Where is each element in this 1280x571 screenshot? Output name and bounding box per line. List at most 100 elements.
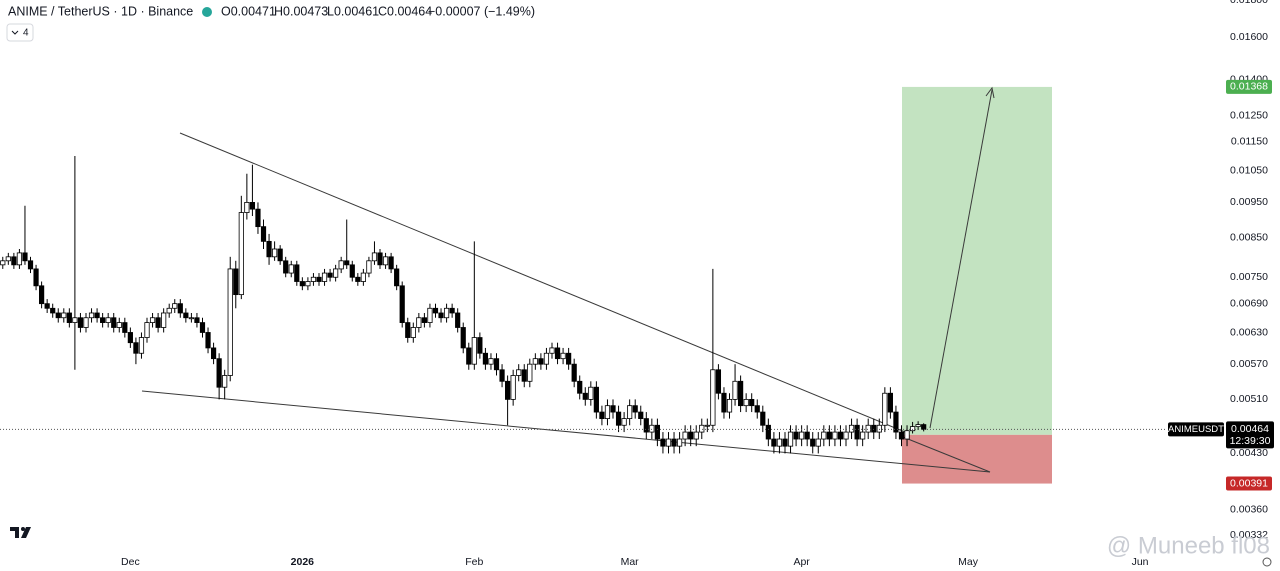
candle-body [571, 363, 577, 382]
candle-body [432, 307, 439, 314]
arrow-head [985, 86, 995, 99]
candle-body [527, 363, 533, 382]
candle-body [5, 256, 11, 262]
candle-body [543, 352, 550, 365]
candle-body [771, 438, 777, 447]
candle-body [688, 431, 694, 440]
candle-body [405, 322, 411, 338]
candle-body [710, 369, 716, 426]
candle-body [743, 398, 749, 407]
indicator-toggle[interactable] [6, 23, 34, 42]
candle-body [199, 322, 206, 333]
ohlc-close: C0.00464 [378, 4, 432, 18]
candle-body [488, 358, 494, 365]
candle-body [516, 369, 522, 376]
ohlc-change: −0.00007 (−1.49%) [428, 4, 535, 18]
projection-line [902, 436, 991, 473]
candle-body [288, 264, 294, 274]
chevron-icon [11, 30, 19, 35]
candle-body [55, 312, 61, 319]
candle-body [11, 256, 17, 266]
candle-body [704, 424, 710, 427]
y-tick-label: 0.00690 [1230, 297, 1268, 309]
candle-body [460, 327, 466, 349]
symbol-title: ANIME / TetherUS · 1D · Binance [8, 4, 193, 18]
candle-body [871, 424, 877, 433]
x-tick-label: Apr [793, 556, 810, 568]
y-tick-label: 0.00332 [1230, 529, 1268, 541]
candle-body [438, 312, 444, 319]
candle-body [599, 411, 605, 419]
candle-body [699, 424, 705, 433]
candle-body [249, 201, 256, 210]
target-arrow [929, 89, 993, 429]
candle-body [738, 380, 744, 407]
candle-body [804, 431, 810, 440]
candle-body [360, 272, 366, 282]
candle-body [105, 317, 111, 323]
candle-body [732, 380, 738, 400]
candle-body [715, 369, 722, 394]
candle-body [138, 337, 145, 354]
drawings [141, 86, 995, 473]
y-tick-label: 0.00570 [1230, 358, 1268, 370]
candle-body [566, 352, 572, 365]
ohlc-open: O0.00471 [221, 4, 276, 18]
y-tick-label: 0.01600 [1230, 31, 1268, 43]
candle-body [782, 438, 788, 447]
candle-body [310, 276, 317, 282]
candle-body [604, 405, 611, 419]
candle-body [39, 285, 45, 305]
x-tick-label: 2026 [291, 556, 315, 568]
candle-body [455, 312, 461, 328]
candles [0, 155, 927, 454]
candle-body [72, 317, 78, 323]
candle-body [238, 212, 244, 296]
candle-body [749, 398, 755, 407]
candle-body [244, 201, 250, 213]
position-tool [902, 86, 1052, 484]
candle-body [621, 418, 627, 426]
y-tick-label: 0.01250 [1230, 109, 1268, 121]
candle-body [449, 307, 455, 314]
candle-body [116, 322, 122, 328]
candle-body [610, 405, 616, 413]
candle-body [837, 431, 844, 440]
loss-zone [902, 434, 1052, 484]
candle-body [22, 252, 28, 262]
candle-body [521, 369, 527, 382]
settings-icon[interactable] [1262, 557, 1272, 567]
y-tick-label: 0.01150 [1231, 136, 1268, 148]
candle-body [111, 317, 117, 328]
candle-body [876, 424, 882, 433]
candle-body [466, 347, 472, 365]
candle-body [676, 438, 683, 447]
candle-body [327, 272, 333, 278]
candle-body [299, 281, 305, 287]
candle-body [333, 268, 339, 278]
y-tick-label: 0.00510 [1230, 393, 1268, 405]
candle-body [665, 438, 672, 447]
candle-body [33, 268, 39, 287]
candle-body [649, 424, 655, 433]
candle-body [627, 405, 633, 419]
candle-body [66, 312, 72, 323]
candle-body [388, 256, 394, 270]
candle-body [754, 405, 760, 413]
candle-body [316, 276, 322, 282]
candle-body [166, 307, 172, 314]
candle-body [188, 317, 194, 320]
candle-body [560, 352, 566, 360]
candle-body [427, 307, 433, 323]
upper-trendline [179, 132, 906, 433]
candle-body [355, 276, 361, 282]
candle-body [366, 260, 372, 274]
y-tick-label: 0.00850 [1230, 231, 1268, 243]
candle-body [482, 352, 489, 365]
candle-body [227, 268, 233, 376]
candle-body [832, 431, 838, 440]
candle-body [493, 358, 500, 371]
x-tick-label: Dec [121, 556, 140, 568]
candle-body [815, 438, 821, 447]
x-tick-label: Jun [1132, 556, 1149, 568]
